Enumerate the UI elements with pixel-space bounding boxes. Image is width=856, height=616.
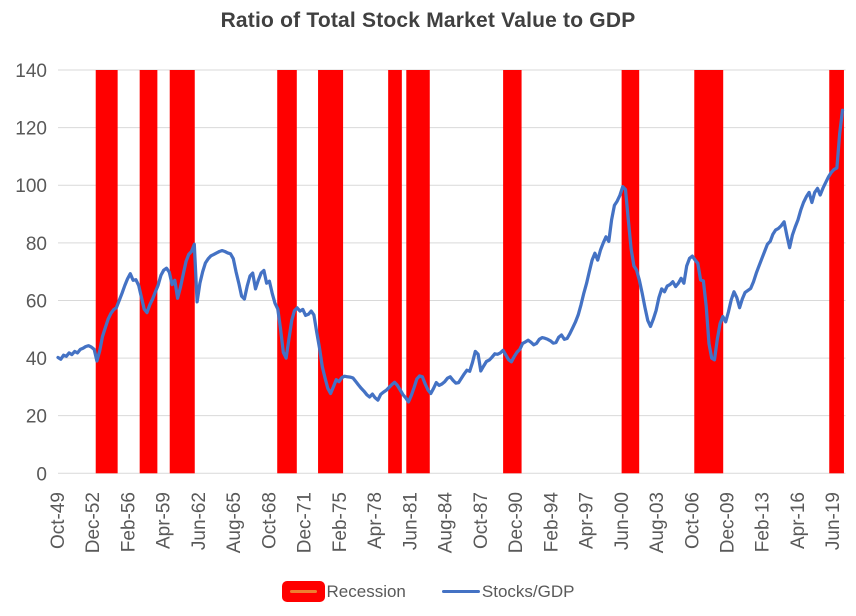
x-tick-label: Apr-78 (365, 492, 386, 549)
x-tick-label: Feb-13 (753, 492, 774, 552)
legend-item-stocks-gdp: Stocks/GDP (441, 581, 575, 602)
x-tick-label: Jun-81 (400, 492, 421, 550)
y-tick-label: 60 (26, 291, 47, 312)
legend-item-recession: Recession (281, 581, 406, 602)
x-tick-label: Feb-75 (330, 492, 351, 552)
x-tick-label: Jun-19 (823, 492, 844, 550)
recession-band (95, 70, 118, 474)
x-tick-label: Oct-87 (471, 492, 492, 549)
y-tick-label: 100 (15, 176, 47, 197)
recession-band (829, 70, 844, 474)
recession-band (503, 70, 522, 474)
recession-band (277, 70, 297, 474)
x-tick-label: Jun-00 (612, 492, 633, 550)
y-tick-label: 120 (15, 119, 47, 140)
x-tick-label: Feb-94 (541, 492, 562, 553)
y-tick-label: 20 (26, 407, 47, 428)
x-tick-label: Apr-97 (577, 492, 598, 549)
stocks-gdp-swatch-icon (441, 589, 480, 594)
recession-band (388, 70, 402, 474)
legend-label-stocks-gdp: Stocks/GDP (481, 581, 575, 601)
x-tick-label: Dec-52 (83, 492, 104, 553)
x-tick-label: Jun-62 (189, 492, 210, 550)
x-tick-label: Aug-65 (224, 492, 245, 553)
x-tick-label: Feb-56 (118, 492, 139, 552)
legend-label-recession: Recession (326, 581, 406, 601)
x-tick-label: Dec-71 (295, 492, 316, 553)
y-tick-label: 80 (26, 234, 47, 255)
stocks-gdp-line (56, 108, 845, 404)
recession-band (318, 70, 344, 474)
y-tick-label: 140 (15, 61, 47, 82)
y-tick-label: 0 (36, 464, 47, 485)
legend: Recession Stocks/GDP (0, 581, 856, 602)
x-tick-label: Oct-68 (259, 492, 280, 549)
x-tick-label: Oct-49 (48, 492, 69, 549)
x-tick-label: Dec-09 (718, 492, 739, 553)
x-tick-label: Oct-06 (682, 492, 703, 549)
x-tick-label: Aug-84 (436, 492, 457, 554)
recession-swatch-icon (281, 581, 325, 602)
x-tick-label: Apr-16 (788, 492, 809, 549)
x-tick-label: Apr-59 (154, 492, 175, 549)
recession-swatch-line-icon (289, 589, 317, 594)
recession-band (621, 70, 640, 474)
chart-title: Ratio of Total Stock Market Value to GDP (220, 9, 636, 32)
y-tick-label: 40 (26, 349, 47, 370)
recession-band (139, 70, 158, 474)
x-tick-label: Aug-03 (647, 492, 668, 553)
recession-band (406, 70, 430, 474)
plot-svg: 0 20 40 60 80 100 120 140 Oct-49 Dec-52 Feb-56 Apr-… (15, 61, 846, 554)
x-tick-label: Dec-90 (506, 492, 527, 553)
